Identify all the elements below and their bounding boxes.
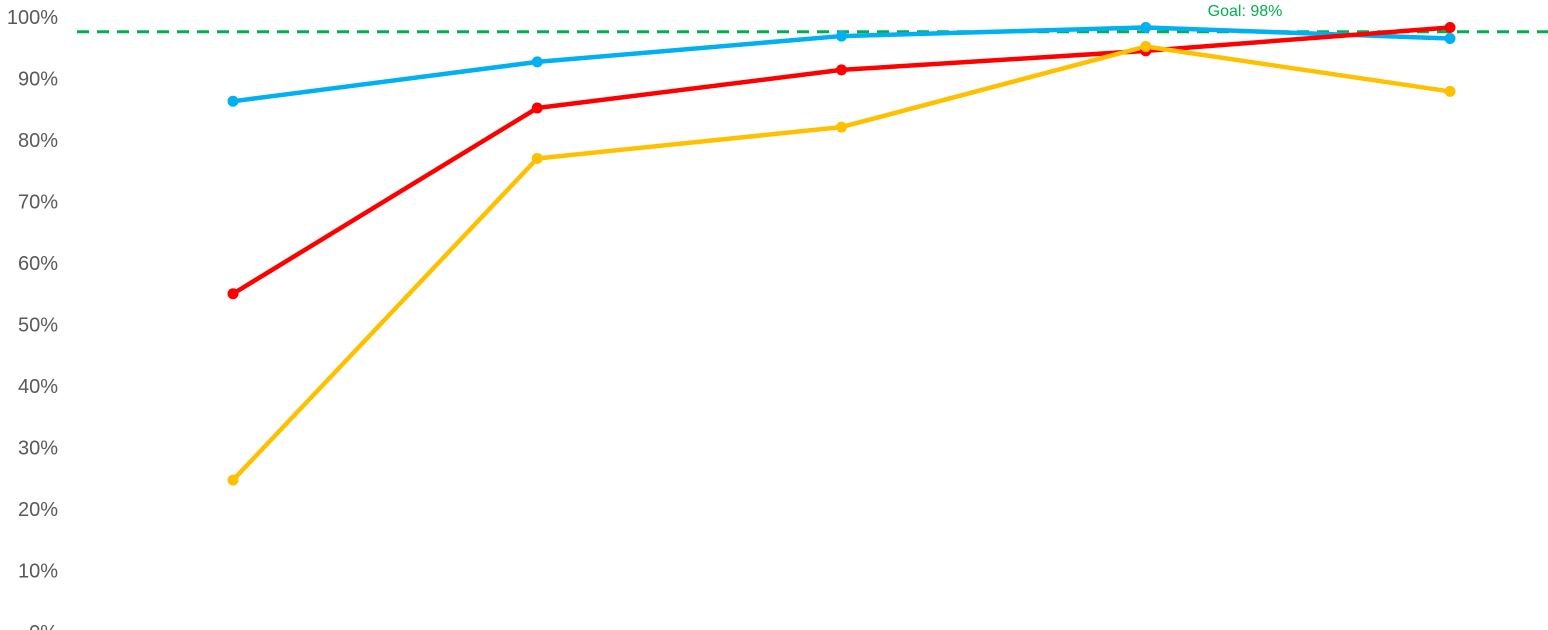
series-2-point <box>836 64 847 76</box>
y-axis-tick-labels: 0% 10% 20% 30% 40% 50% 60% 70% 80% 90% 100% <box>7 7 58 630</box>
series-points <box>227 21 1456 486</box>
y-tick-label: 10% <box>18 561 58 583</box>
series-2-point <box>531 102 543 114</box>
y-tick-label: 0% <box>29 622 58 630</box>
series-3-point <box>836 121 847 133</box>
series-1-point <box>1444 33 1456 45</box>
y-tick-label: 70% <box>18 192 58 214</box>
y-tick-label: 90% <box>18 69 58 91</box>
y-tick-label: 40% <box>18 376 58 398</box>
series-3-point <box>227 474 239 486</box>
goal-label: Goal: 98% <box>1208 3 1283 20</box>
series-2-point <box>1444 21 1456 33</box>
y-tick-label: 30% <box>18 438 58 460</box>
series-3-point <box>1140 41 1152 53</box>
y-tick-label: 80% <box>18 130 58 152</box>
y-tick-label: 60% <box>18 253 58 275</box>
y-tick-label: 20% <box>18 499 58 521</box>
series-lines <box>230 25 1453 483</box>
series-line-3 <box>230 44 1453 483</box>
series-1-point <box>531 56 543 68</box>
series-1-point <box>227 95 239 107</box>
y-tick-label: 50% <box>18 315 58 337</box>
series-3-point <box>1444 85 1456 97</box>
series-3-point <box>531 152 543 164</box>
y-tick-label: 100% <box>7 7 58 29</box>
series-1-point <box>1140 21 1152 33</box>
series-1-point <box>836 30 847 42</box>
series-2-point <box>227 288 239 300</box>
goal-line-group: Goal: 98% <box>77 3 1548 34</box>
